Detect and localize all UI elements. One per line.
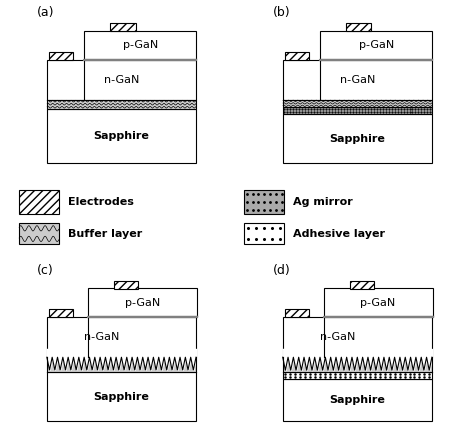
Text: p-GaN: p-GaN	[123, 41, 158, 51]
Bar	[244, 190, 284, 214]
Bar	[114, 280, 138, 289]
Bar	[18, 190, 59, 214]
Text: Ag mirror: Ag mirror	[293, 197, 353, 207]
Text: p-GaN: p-GaN	[125, 298, 160, 308]
Bar	[283, 100, 432, 107]
Text: Sapphire: Sapphire	[329, 133, 385, 143]
Bar	[285, 51, 309, 60]
Text: (b): (b)	[273, 6, 291, 19]
Bar	[346, 23, 372, 31]
Bar	[283, 372, 432, 379]
Bar	[350, 280, 374, 289]
Bar	[110, 23, 136, 31]
Bar	[283, 318, 432, 357]
Bar	[49, 51, 73, 60]
Text: Sapphire: Sapphire	[93, 131, 149, 141]
Bar	[49, 309, 73, 318]
Bar	[47, 357, 196, 372]
Bar	[114, 280, 138, 289]
Text: n-GaN: n-GaN	[84, 332, 119, 342]
Bar	[18, 190, 59, 214]
Bar	[283, 60, 432, 100]
Bar	[350, 280, 374, 289]
Text: n-GaN: n-GaN	[339, 75, 375, 85]
Text: p-GaN: p-GaN	[359, 41, 394, 51]
Bar	[110, 23, 136, 31]
Text: n-GaN: n-GaN	[320, 332, 355, 342]
Text: Sapphire: Sapphire	[93, 392, 149, 402]
Bar	[49, 51, 73, 60]
Text: (a): (a)	[37, 6, 55, 19]
Text: (d): (d)	[273, 264, 291, 276]
Bar	[285, 309, 309, 318]
Bar	[47, 318, 196, 357]
Text: (c): (c)	[37, 264, 54, 276]
Bar	[47, 60, 196, 100]
Bar	[47, 372, 196, 421]
Bar	[346, 23, 372, 31]
Bar	[283, 114, 432, 163]
Bar	[320, 31, 432, 60]
Bar	[49, 309, 73, 318]
Bar	[244, 223, 284, 244]
Text: Buffer layer: Buffer layer	[68, 229, 143, 238]
Text: Adhesive layer: Adhesive layer	[293, 229, 385, 238]
Text: n-GaN: n-GaN	[104, 75, 139, 85]
Text: p-GaN: p-GaN	[360, 298, 396, 308]
Bar	[324, 289, 433, 318]
Bar	[47, 109, 196, 163]
Bar	[18, 223, 59, 244]
Bar	[88, 289, 197, 318]
Text: Electrodes: Electrodes	[68, 197, 134, 207]
Bar	[285, 309, 309, 318]
Text: Sapphire: Sapphire	[329, 395, 385, 405]
Bar	[285, 51, 309, 60]
Bar	[283, 379, 432, 421]
Bar	[283, 107, 432, 114]
Bar	[47, 100, 196, 109]
Bar	[84, 31, 196, 60]
Bar	[283, 357, 432, 372]
